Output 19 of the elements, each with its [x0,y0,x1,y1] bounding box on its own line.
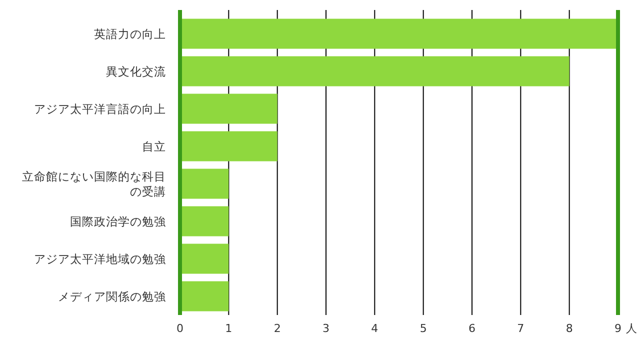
y-tick-label: アジア太平洋地域の勉強 [34,252,166,266]
x-tick-label: 2 [274,322,281,335]
x-tick-label: 4 [371,322,378,335]
x-tick-label: 6 [468,322,476,335]
y-tick-label: 英語力の向上 [94,26,166,41]
x-tick-label: 0 [176,322,184,335]
x-tick-label: 3 [322,322,330,335]
x-axis-title: 人 [626,322,637,335]
y-tick-label: 異文化交流 [106,64,166,78]
x-tick-label: 8 [566,322,573,335]
y-tick-label: メディア関係の勉強 [58,289,166,304]
x-tick-label: 1 [225,322,232,335]
y-tick-label: アジア太平洋言語の向上 [34,102,166,116]
y-tick-label: 立命館にない国際的な科目の受講 [22,169,166,198]
x-tick-label: 7 [517,322,524,335]
y-tick-label: 自立 [142,139,166,154]
x-tick-label: 9 [614,322,622,335]
x-tick-label: 5 [420,322,427,335]
y-tick-label: 国際政治学の勉強 [70,214,166,228]
